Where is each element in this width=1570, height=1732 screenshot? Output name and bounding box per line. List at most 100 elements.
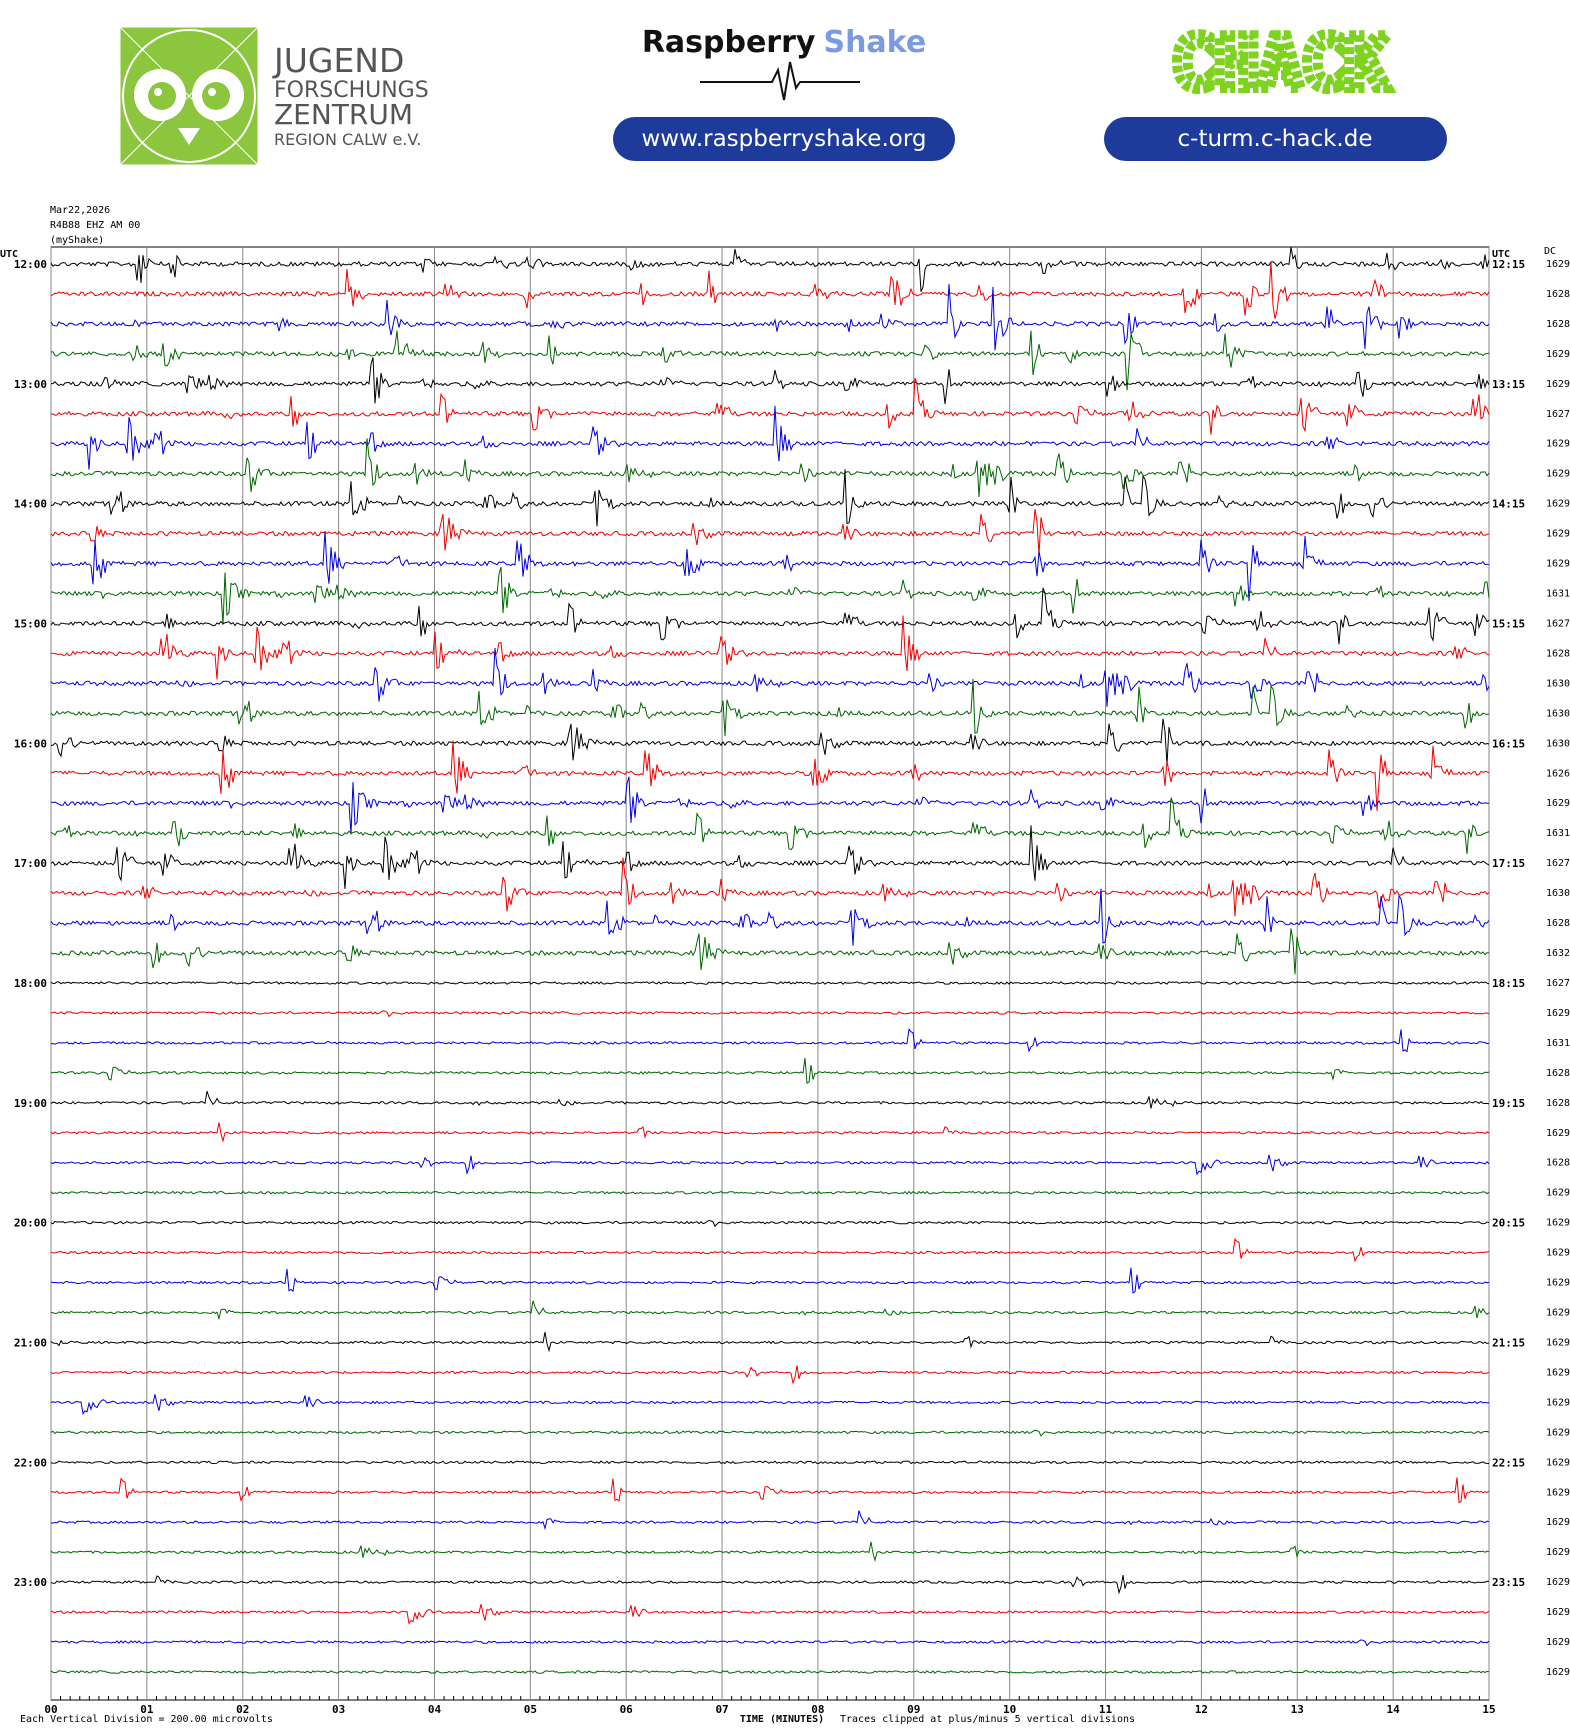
trace [50, 1429, 1490, 1437]
dc-value: 16298 [1546, 1517, 1570, 1528]
trace [51, 357, 1490, 404]
trace [50, 888, 1490, 946]
x-tick-label: 11 [1099, 1703, 1113, 1716]
left-time-label: 19:00 [14, 1097, 47, 1110]
plot-frame [50, 246, 1490, 1701]
left-time-label: 17:00 [14, 857, 47, 870]
dc-value: 16293 [1546, 1308, 1570, 1319]
dc-value: 16290 [1546, 379, 1570, 390]
dc-value: 16287 [1546, 918, 1570, 929]
brand: Raspberry Shake [642, 25, 926, 60]
right-time-label: 13:15 [1492, 378, 1525, 391]
trace [50, 405, 1490, 470]
trace [50, 1057, 1490, 1084]
trace [50, 776, 1490, 835]
trace [50, 1639, 1490, 1647]
dc-value: 16293 [1546, 1008, 1570, 1019]
dc-value: 16298 [1546, 1667, 1570, 1678]
trace [50, 797, 1490, 855]
jfz-logo [119, 26, 259, 166]
dc-value: 16272 [1546, 978, 1570, 989]
trace [50, 1267, 1490, 1294]
trace [50, 1010, 1490, 1018]
url-pill [613, 117, 955, 161]
x-tick-label: 12 [1195, 1703, 1208, 1716]
footer-left: Each Vertical Division = 200.00 microvol… [20, 1714, 273, 1725]
brand-wave [700, 61, 860, 101]
trace [50, 825, 1490, 890]
x-tick-label: 09 [907, 1703, 920, 1716]
left-time-label: 20:00 [14, 1217, 47, 1230]
left-time-label: 12:00 [14, 258, 47, 271]
url-pill [1104, 117, 1447, 161]
trace [50, 530, 1490, 602]
dc-value: 16294 [1546, 499, 1570, 510]
utc-left: UTC [0, 249, 18, 260]
trace [50, 1670, 1490, 1674]
left-time-label: 16:00 [14, 737, 47, 750]
trace [50, 330, 1490, 391]
dc-value: 16295 [1546, 1577, 1570, 1588]
trace [50, 1190, 1490, 1195]
brand-light: Shake [823, 25, 926, 60]
dc-value: 16316 [1546, 1038, 1570, 1049]
dc-value: 16293 [1546, 1278, 1570, 1289]
x-tick-label: 02 [236, 1703, 249, 1716]
dc-value: 16280 [1546, 319, 1570, 330]
right-time-label: 23:15 [1492, 1576, 1525, 1589]
trace [50, 587, 1490, 645]
dc-value: 16294 [1546, 1607, 1570, 1618]
dc-value: 16300 [1546, 678, 1570, 689]
trace [50, 1237, 1490, 1263]
x-tick-label: 15 [1482, 1703, 1495, 1716]
trace [50, 718, 1490, 765]
trace [50, 262, 1490, 319]
dc-value: 16275 [1546, 858, 1570, 869]
right-time-label: 21:15 [1492, 1336, 1525, 1349]
trace [50, 1365, 1490, 1385]
date: Mar22,2026 [50, 205, 110, 216]
trace [50, 1122, 1490, 1143]
left-time-label: 13:00 [14, 378, 47, 391]
trace [50, 1300, 1490, 1321]
right-time-label: 19:15 [1492, 1097, 1525, 1110]
right-time-label: 18:15 [1492, 977, 1525, 990]
dc-value: 16293 [1546, 259, 1570, 270]
trace [50, 247, 1490, 292]
x-label: TIME (MINUTES) [740, 1714, 824, 1725]
dc-value: 16290 [1546, 529, 1570, 540]
trace [50, 981, 1490, 985]
trace [50, 1332, 1490, 1353]
right-time-label: 20:15 [1492, 1217, 1525, 1230]
dc-value: 16296 [1546, 1637, 1570, 1648]
x-tick-label: 13 [1291, 1703, 1304, 1716]
trace [50, 1090, 1490, 1109]
url[interactable]: www.raspberryshake.org [642, 126, 927, 152]
url[interactable]: c-turm.c-hack.de [1178, 126, 1373, 152]
right-time-label: 14:15 [1492, 498, 1525, 511]
dc-value: 16293 [1546, 1188, 1570, 1199]
dc-value: 16290 [1546, 439, 1570, 450]
trace [50, 1219, 1490, 1228]
trace [50, 469, 1490, 527]
x-tick-label: 00 [44, 1703, 57, 1716]
dc-value: 16312 [1546, 828, 1570, 839]
right-time-label: 12:15 [1492, 258, 1525, 271]
right-time-label: 22:15 [1492, 1456, 1525, 1469]
dc-value: 16288 [1546, 648, 1570, 659]
dc-value: 16299 [1546, 1547, 1570, 1558]
org-line: ZENTRUM [274, 98, 413, 131]
trace [50, 678, 1490, 737]
dc-value: 16295 [1546, 1397, 1570, 1408]
x-tick-label: 06 [620, 1703, 634, 1716]
dc-value: 16316 [1546, 589, 1570, 600]
